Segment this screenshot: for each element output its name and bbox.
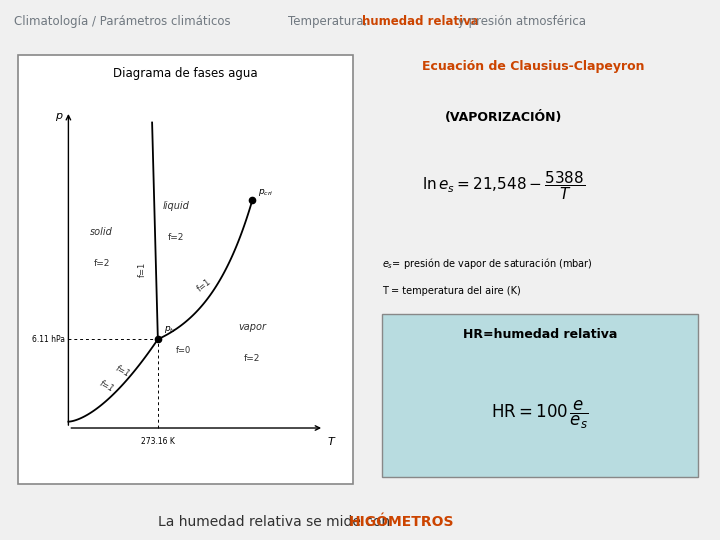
Text: f=2: f=2 <box>168 233 184 242</box>
Text: liquid: liquid <box>162 201 189 211</box>
Text: y presión atmosférica: y presión atmosférica <box>454 15 586 28</box>
Text: solid: solid <box>90 227 113 237</box>
Text: $p_{tr}$: $p_{tr}$ <box>163 323 177 335</box>
Text: humedad relativa: humedad relativa <box>362 15 479 28</box>
Bar <box>382 314 698 477</box>
Text: vapor: vapor <box>238 322 266 332</box>
Text: f=2: f=2 <box>244 354 261 363</box>
Text: T: T <box>328 437 335 447</box>
Text: HIGÓMETROS: HIGÓMETROS <box>349 516 455 529</box>
Text: Climatología / Parámetros climáticos: Climatología / Parámetros climáticos <box>14 15 231 28</box>
Text: 6.11 hPa: 6.11 hPa <box>32 335 65 344</box>
Bar <box>18 55 353 484</box>
Text: f=2: f=2 <box>94 259 110 268</box>
Text: T = temperatura del aire (K): T = temperatura del aire (K) <box>382 286 521 296</box>
Text: Ecuación de Clausius-Clapeyron: Ecuación de Clausius-Clapeyron <box>421 60 644 73</box>
Text: f=1: f=1 <box>138 262 147 277</box>
Text: f=1: f=1 <box>195 277 212 294</box>
Text: $\mathrm{HR} = 100\,\dfrac{e}{e_s}$: $\mathrm{HR} = 100\,\dfrac{e}{e_s}$ <box>491 399 589 431</box>
Text: $e_s$= presión de vapor de saturación (mbar): $e_s$= presión de vapor de saturación (m… <box>382 255 593 271</box>
Text: p: p <box>55 111 62 121</box>
Text: 273.16 K: 273.16 K <box>141 437 175 447</box>
Text: (VAPORIZACIÓN): (VAPORIZACIÓN) <box>445 111 563 124</box>
Text: f=1: f=1 <box>98 379 116 394</box>
Text: Temperatura,: Temperatura, <box>288 15 371 28</box>
Text: $\ln e_s = 21{,}548 - \dfrac{5388}{T}$: $\ln e_s = 21{,}548 - \dfrac{5388}{T}$ <box>423 169 585 202</box>
Text: HR=humedad relativa: HR=humedad relativa <box>463 328 617 341</box>
Text: f=1: f=1 <box>113 363 131 379</box>
Text: Diagrama de fases agua: Diagrama de fases agua <box>113 67 258 80</box>
Text: f=0: f=0 <box>176 346 191 355</box>
Text: $p_{cri}$: $p_{cri}$ <box>258 186 274 198</box>
Text: La humedad relativa se mide con: La humedad relativa se mide con <box>158 516 395 529</box>
